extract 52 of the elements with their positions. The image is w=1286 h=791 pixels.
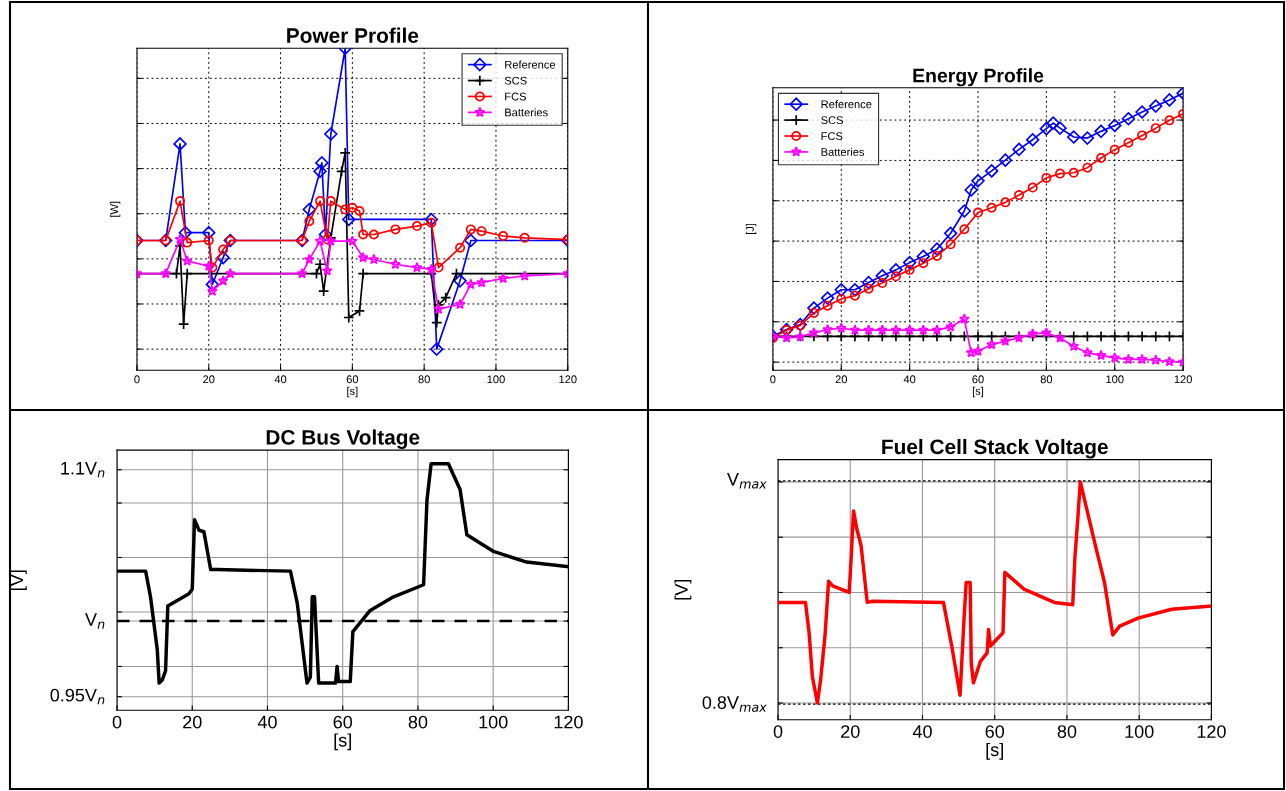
x-tick-label: 0 bbox=[112, 715, 122, 729]
x-tick-label: 100 bbox=[479, 715, 508, 729]
y-axis-title: [W] bbox=[109, 201, 121, 217]
ref-line-label: 0.8V$_{max}$ bbox=[702, 696, 767, 712]
x-tick-label: 40 bbox=[257, 715, 277, 729]
x-tick-label: 60 bbox=[346, 375, 359, 384]
x-tick-label: 60 bbox=[972, 375, 984, 384]
x-tick-label: 0 bbox=[134, 375, 140, 384]
legend-label: SCS bbox=[821, 116, 843, 125]
y-tick-label: 0.95V$_{n}$ bbox=[50, 688, 105, 705]
chart-title: Power Profile bbox=[287, 27, 419, 43]
chart-title: DC Bus Voltage bbox=[266, 429, 420, 449]
legend-label: FCS bbox=[821, 132, 843, 141]
y-tick-label: V$_{n}$ bbox=[85, 613, 105, 629]
x-tick-label: 20 bbox=[183, 715, 202, 729]
x-tick-label: 40 bbox=[903, 375, 916, 384]
x-tick-label: 60 bbox=[985, 725, 1005, 738]
x-tick-label: 80 bbox=[1040, 375, 1053, 384]
x-tick-label: 40 bbox=[912, 725, 932, 738]
x-tick-label: 60 bbox=[333, 715, 353, 729]
x-tick-label: 0 bbox=[770, 375, 776, 384]
x-tick-label: 120 bbox=[1174, 375, 1192, 384]
y-tick-label: 1.1V$_{n}$ bbox=[61, 461, 105, 478]
x-axis-title: [s] bbox=[334, 733, 351, 751]
x-axis-title: [s] bbox=[986, 742, 1003, 760]
chart-title: Fuel Cell Stack Voltage bbox=[882, 438, 1108, 459]
x-tick-label: 80 bbox=[408, 715, 428, 729]
x-axis-title: [s] bbox=[972, 386, 984, 398]
x-tick-label: 40 bbox=[274, 375, 287, 384]
x-tick-label: 80 bbox=[418, 375, 430, 384]
legend-label: FCS bbox=[505, 92, 526, 101]
x-axis-title: [s] bbox=[347, 386, 358, 398]
x-tick-label: 120 bbox=[559, 375, 577, 384]
x-tick-label: 100 bbox=[1106, 375, 1124, 384]
x-tick-label: 20 bbox=[203, 375, 215, 384]
legend-label: SCS bbox=[504, 76, 527, 85]
legend-label: Reference bbox=[505, 60, 556, 69]
legend-label: Batteries bbox=[505, 108, 548, 117]
x-tick-label: 100 bbox=[487, 375, 505, 384]
x-tick-label: 120 bbox=[1197, 725, 1226, 738]
x-tick-label: 20 bbox=[835, 375, 847, 384]
chart-title: Energy Profile bbox=[913, 68, 1044, 87]
x-tick-label: 80 bbox=[1057, 725, 1077, 738]
x-tick-label: 120 bbox=[554, 715, 583, 729]
y-axis-title: [J] bbox=[745, 223, 757, 235]
ref-line-label: V$_{max}$ bbox=[727, 473, 767, 489]
y-axis-title: [V] bbox=[674, 579, 692, 600]
legend-label: Batteries bbox=[821, 147, 865, 156]
x-tick-label: 100 bbox=[1125, 725, 1154, 738]
x-tick-label: 20 bbox=[841, 725, 860, 738]
x-tick-label: 0 bbox=[773, 725, 783, 738]
legend-label: Reference bbox=[821, 100, 872, 109]
